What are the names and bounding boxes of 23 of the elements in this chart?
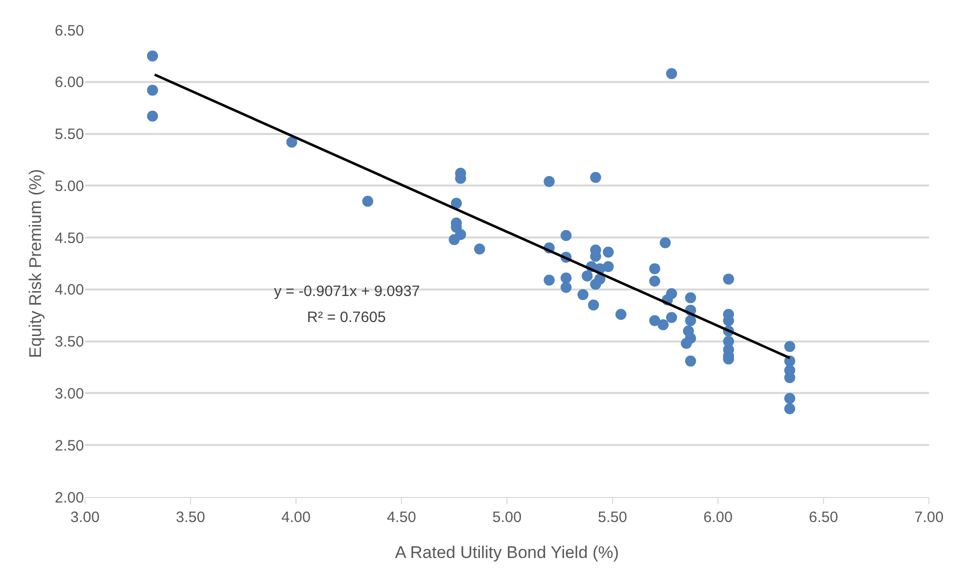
x-tick-label: 4.50 bbox=[386, 509, 416, 526]
y-tick-label: 3.50 bbox=[54, 334, 84, 351]
y-tick-label: 4.00 bbox=[54, 282, 84, 299]
x-tick-label: 5.00 bbox=[492, 509, 522, 526]
x-tick-label: 5.50 bbox=[598, 509, 628, 526]
x-tick-label: 3.00 bbox=[70, 509, 100, 526]
y-tick-label: 6.50 bbox=[54, 22, 84, 40]
annotation: y = -0.9071x + 9.0937 bbox=[274, 283, 420, 300]
y-axis-title: Equity Risk Premium (%) bbox=[26, 169, 45, 358]
y-tick-label: 5.00 bbox=[54, 178, 84, 195]
x-tick-label: 4.00 bbox=[281, 509, 311, 526]
x-tick-label: 7.00 bbox=[914, 509, 944, 526]
annotation: R² = 0.7605 bbox=[307, 309, 386, 326]
x-tick-label: 3.50 bbox=[176, 509, 206, 526]
y-tick-label: 2.00 bbox=[54, 489, 84, 506]
y-tick-label: 3.00 bbox=[54, 385, 84, 402]
y-tick-label: 6.00 bbox=[54, 74, 84, 92]
x-tick-label: 6.50 bbox=[808, 509, 838, 526]
y-tick-label: 5.50 bbox=[54, 126, 84, 144]
x-axis-title: A Rated Utility Bond Yield (%) bbox=[395, 543, 619, 562]
y-tick-label: 2.50 bbox=[54, 437, 84, 454]
x-tick-label: 6.00 bbox=[703, 509, 733, 526]
y-tick-label: 4.50 bbox=[54, 230, 84, 247]
